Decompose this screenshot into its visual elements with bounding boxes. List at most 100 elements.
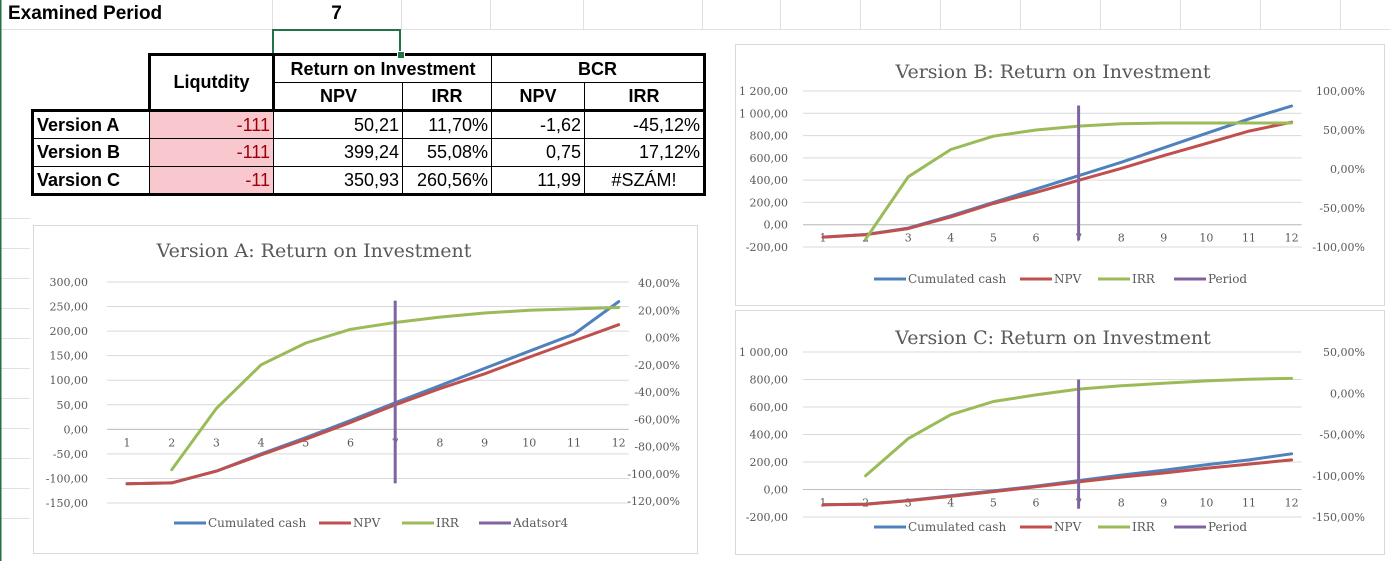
- legend-label: NPV: [1054, 520, 1082, 534]
- bcr-npv-cell[interactable]: 0,75: [491, 138, 585, 167]
- y-left-tick-label: -200,00: [746, 511, 788, 524]
- roi-npv-header[interactable]: NPV: [273, 82, 403, 111]
- liquidity-cell[interactable]: -111: [149, 138, 274, 167]
- roi-irr-cell[interactable]: 11,70%: [402, 109, 492, 139]
- bcr-header[interactable]: BCR: [491, 53, 706, 83]
- legend-label: NPV: [353, 516, 381, 530]
- roi-irr-cell[interactable]: 260,56%: [402, 166, 492, 196]
- legend-label: Cumulated cash: [208, 516, 306, 530]
- y-left-tick-label: 200,00: [50, 325, 89, 338]
- bcr-irr-cell[interactable]: #SZÁM!: [584, 166, 706, 196]
- y-right-tick-label: -40,00%: [634, 386, 680, 399]
- chart-version-a[interactable]: Version A: Return on Investment 300,00 250…: [33, 225, 698, 554]
- y-right-tick-label: -80,00%: [634, 441, 680, 454]
- y-right-tick-label: -150,00%: [1312, 511, 1365, 524]
- x-tick-label: 12: [612, 436, 626, 449]
- roi-header[interactable]: Return on Investment: [273, 53, 492, 83]
- y-right-tick-label: 0,00%: [1330, 387, 1365, 400]
- bcr-irr-header[interactable]: IRR: [584, 82, 706, 111]
- legend-label: IRR: [1132, 272, 1156, 286]
- y-left-tick-label: 800,00: [750, 374, 789, 387]
- bcr-npv-cell[interactable]: 11,99: [491, 166, 585, 196]
- liquidity-cell[interactable]: -11: [149, 166, 274, 196]
- y-right-tick-label: 40,00%: [638, 277, 680, 290]
- row-label[interactable]: Varsion C: [31, 166, 150, 196]
- legend-label: Cumulated cash: [908, 520, 1006, 534]
- x-tick-label: 4: [947, 232, 954, 245]
- table-row: Varsion C -11 350,93 260,56% 11,99 #SZÁM…: [31, 166, 706, 196]
- series-line[interactable]: [821, 452, 1294, 507]
- x-tick-label: 9: [1160, 497, 1167, 510]
- x-tick-label: 10: [1199, 497, 1213, 510]
- roi-irr-cell[interactable]: 55,08%: [402, 138, 492, 167]
- legend-label: Period: [1208, 520, 1247, 534]
- y-right-tick-label: 50,00%: [1323, 346, 1365, 359]
- row-label[interactable]: Version B: [31, 138, 150, 167]
- roi-npv-cell[interactable]: 399,24: [273, 138, 403, 167]
- summary-table: Liqutdity Return on Investment BCR NPV I…: [31, 53, 706, 196]
- y-right-tick-label: -50,00%: [1319, 429, 1365, 442]
- x-tick-label: 6: [347, 436, 354, 449]
- y-left-tick-label: 800,00: [750, 130, 789, 143]
- table-row: Version B -111 399,24 55,08% 0,75 17,12%: [31, 138, 706, 167]
- y-right-tick-label: -100,00%: [627, 468, 680, 481]
- legend-label: IRR: [436, 516, 460, 530]
- x-tick-label: 10: [522, 436, 536, 449]
- y-left-tick-label: 250,00: [50, 301, 89, 314]
- y-left-tick-label: 0,00: [764, 484, 789, 497]
- roi-npv-cell[interactable]: 350,93: [273, 166, 403, 196]
- legend-label: NPV: [1054, 272, 1082, 286]
- examined-period-label[interactable]: Examined Period: [8, 3, 163, 24]
- x-tick-label: 11: [567, 436, 581, 449]
- x-tick-label: 2: [168, 436, 175, 449]
- y-right-tick-label: 50,00%: [1323, 124, 1365, 137]
- y-left-tick-label: 0,00: [764, 219, 789, 232]
- series-line[interactable]: [821, 120, 1294, 239]
- liquidity-header[interactable]: Liqutdity: [148, 53, 275, 111]
- series-line[interactable]: [125, 323, 621, 486]
- series-line[interactable]: [125, 300, 621, 486]
- x-tick-label: 5: [990, 232, 997, 245]
- x-tick-label: 8: [1118, 232, 1125, 245]
- y-left-tick-label: 400,00: [750, 174, 789, 187]
- chart-version-b[interactable]: Version B: Return on Investment 1 200,00 1…: [735, 44, 1385, 306]
- y-left-tick-label: 200,00: [750, 456, 789, 469]
- y-left-tick-label: 1 000,00: [739, 346, 788, 359]
- y-left-tick-label: 100,00: [50, 374, 89, 387]
- x-tick-label: 5: [302, 436, 309, 449]
- bcr-irr-cell[interactable]: 17,12%: [584, 138, 706, 167]
- roi-irr-header[interactable]: IRR: [402, 82, 492, 111]
- examined-period-value[interactable]: 7: [331, 3, 342, 24]
- x-tick-label: 8: [436, 436, 443, 449]
- x-tick-label: 9: [481, 436, 488, 449]
- fill-handle[interactable]: [397, 51, 405, 59]
- series-line[interactable]: [821, 104, 1294, 239]
- chart-version-a-svg: Version A: Return on Investment 300,00 250…: [46, 240, 680, 530]
- y-left-tick-label: 300,00: [50, 276, 89, 289]
- legend-label: IRR: [1132, 520, 1156, 534]
- x-tick-label: 1: [124, 436, 131, 449]
- series-line[interactable]: [821, 458, 1294, 507]
- chart-version-c[interactable]: Version C: Return on Investment 1 000,00 8…: [735, 310, 1385, 555]
- y-right-tick-label: 100,00%: [1316, 85, 1365, 98]
- bcr-irr-cell[interactable]: -45,12%: [584, 109, 706, 139]
- y-left-tick-label: -50,00: [53, 448, 88, 461]
- chart-version-c-svg: Version C: Return on Investment 1 000,00 8…: [739, 327, 1365, 534]
- chart-title: Version C: Return on Investment: [894, 327, 1211, 349]
- y-right-tick-label: 0,00%: [1330, 163, 1365, 176]
- row-label[interactable]: Version A: [31, 109, 150, 139]
- y-left-tick-label: 600,00: [750, 152, 789, 165]
- y-right-tick-label: 20,00%: [638, 304, 680, 317]
- chart-title: Version A: Return on Investment: [156, 240, 472, 262]
- x-tick-label: 6: [1033, 232, 1040, 245]
- x-tick-label: 3: [905, 232, 912, 245]
- x-tick-label: 5: [990, 497, 997, 510]
- legend-label: Adatsor4: [512, 516, 568, 530]
- legend-label: Cumulated cash: [908, 272, 1006, 286]
- x-tick-label: 9: [1160, 232, 1167, 245]
- bcr-npv-cell[interactable]: -1,62: [491, 109, 585, 139]
- liquidity-cell[interactable]: -111: [149, 109, 274, 139]
- bcr-npv-header[interactable]: NPV: [491, 82, 585, 111]
- selected-cell[interactable]: [272, 29, 401, 55]
- roi-npv-cell[interactable]: 50,21: [273, 109, 403, 139]
